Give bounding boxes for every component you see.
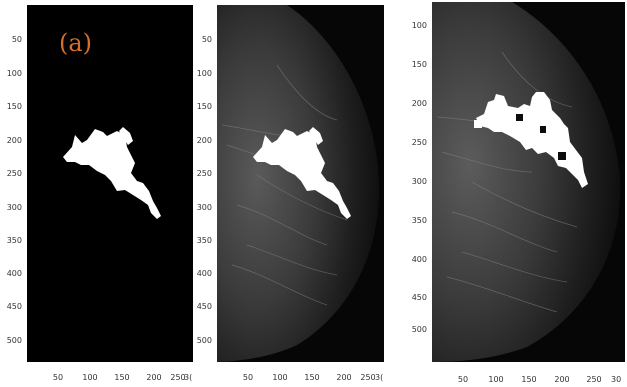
x-tick-label: 100 <box>488 375 504 384</box>
breast-tissue <box>217 5 380 362</box>
y-tick-label: 450 <box>411 293 427 302</box>
y-tick-label: 250 <box>6 169 22 178</box>
panel-c-image <box>432 2 625 362</box>
x-tick-label: 50 <box>242 373 254 382</box>
x-tick-label: 3( <box>184 374 193 382</box>
y-tick-label: 200 <box>6 136 22 145</box>
panel-b-image <box>217 5 384 362</box>
y-tick-label: 100 <box>196 69 212 78</box>
y-tick-label: 450 <box>6 302 22 311</box>
x-tick-label: 100 <box>272 373 288 382</box>
x-tick-label: 50 <box>52 373 64 382</box>
mask-holes <box>516 114 566 160</box>
y-tick-label: 500 <box>196 336 212 345</box>
y-tick-label: 200 <box>411 99 427 108</box>
x-tick-label: 250 <box>360 373 376 382</box>
x-tick-label: 3( <box>375 374 384 382</box>
panel-a-image: (a) <box>27 5 193 362</box>
y-tick-label: 400 <box>6 269 22 278</box>
x-tick-label: 200 <box>146 373 162 382</box>
lesion-mask <box>474 92 588 188</box>
y-tick-label: 400 <box>411 255 427 264</box>
panel-a-mask-svg <box>63 127 161 219</box>
breast-fibers <box>221 64 348 306</box>
y-tick-label: 150 <box>6 102 22 111</box>
y-tick-label: 150 <box>196 102 212 111</box>
x-tick-label: 200 <box>554 375 570 384</box>
breast-tissue <box>432 2 621 362</box>
x-tick-label: 150 <box>521 375 537 384</box>
y-tick-label: 450 <box>196 302 212 311</box>
y-tick-label: 300 <box>196 203 212 212</box>
y-tick-label: 200 <box>196 136 212 145</box>
lesion-mask <box>253 129 351 219</box>
y-tick-label: 350 <box>196 236 212 245</box>
lesion-mask-lobe <box>119 127 133 145</box>
y-tick-label: 50 <box>11 35 22 44</box>
y-tick-label: 500 <box>6 336 22 345</box>
y-tick-label: 100 <box>411 21 427 30</box>
x-tick-label: 250 <box>170 373 186 382</box>
x-tick-label: 250 <box>586 375 602 384</box>
panel-label: (a) <box>59 29 93 57</box>
y-tick-label: 300 <box>6 203 22 212</box>
y-tick-label: 400 <box>196 269 212 278</box>
y-tick-label: 50 <box>201 35 212 44</box>
x-tick-label: 150 <box>304 373 320 382</box>
x-tick-label: 200 <box>336 373 352 382</box>
x-tick-label: 150 <box>114 373 130 382</box>
lesion-mask <box>63 129 161 219</box>
panel-c-mammogram-svg <box>432 2 621 362</box>
y-tick-label: 100 <box>6 69 22 78</box>
lesion-mask-lobe <box>309 127 323 145</box>
y-tick-label: 150 <box>411 60 427 69</box>
panel-b-mammogram-svg <box>217 5 380 362</box>
y-tick-label: 350 <box>411 216 427 225</box>
x-tick-label: 50 <box>457 375 469 384</box>
y-tick-label: 350 <box>6 236 22 245</box>
y-tick-label: 250 <box>411 138 427 147</box>
y-tick-label: 300 <box>411 177 427 186</box>
y-tick-label: 500 <box>411 325 427 334</box>
y-tick-label: 250 <box>196 169 212 178</box>
x-tick-label: 30 <box>611 376 622 384</box>
x-tick-label: 100 <box>82 373 98 382</box>
